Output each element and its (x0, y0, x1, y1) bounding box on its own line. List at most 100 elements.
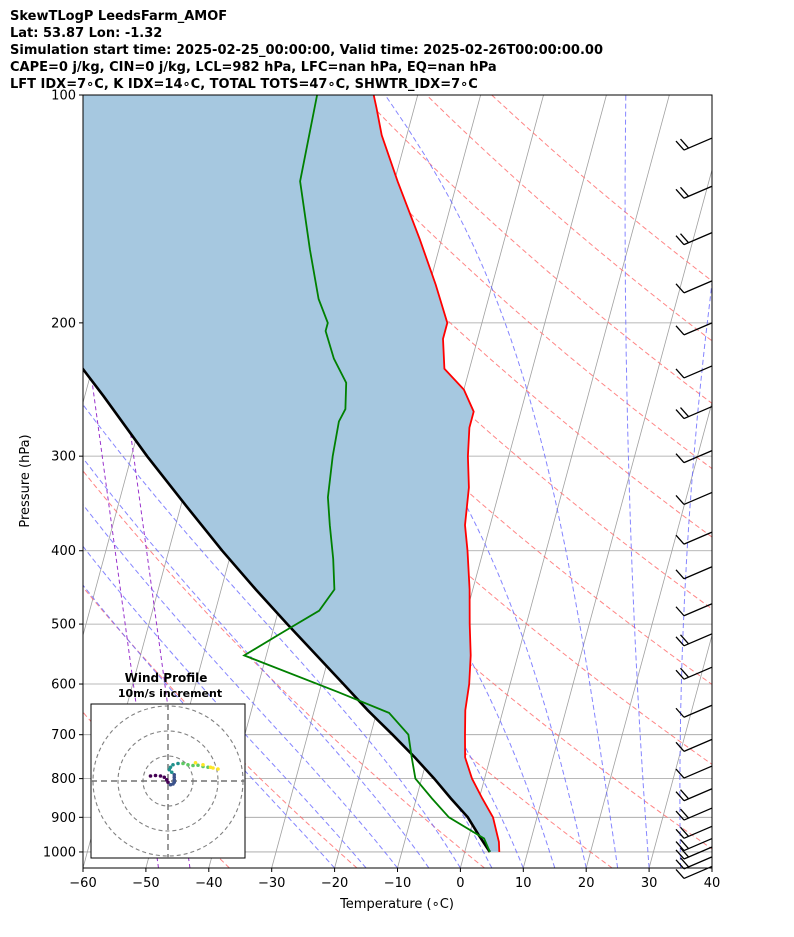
y-tick-label: 900 (51, 811, 76, 826)
y-tick-label: 700 (51, 728, 76, 743)
hodograph-point (186, 762, 190, 767)
wind-barb-flag (675, 768, 685, 779)
wind-barb-staff (683, 566, 713, 580)
wind-barb-flag (675, 868, 685, 879)
wind-barb-staff (683, 405, 713, 420)
location-line: Lat: 53.87 Lon: -1.32 (10, 26, 163, 41)
chart-header: SkewTLogP LeedsFarm_AMOF Lat: 53.87 Lon:… (10, 8, 603, 93)
moist-adiabat (679, 279, 712, 868)
moist-adiabat (711, 851, 712, 868)
wind-barb-staff (683, 280, 713, 294)
hodograph-point (176, 761, 180, 766)
wind-barb-staff (683, 322, 713, 336)
x-tick-label: 10 (515, 876, 532, 891)
wind-barbs (675, 137, 713, 880)
wind-barb-flag (680, 186, 689, 197)
y-tick-label: 100 (51, 89, 76, 104)
y-axis-label: Pressure (hPa) (18, 434, 33, 527)
isotherm-line (711, 866, 712, 868)
dry-adiabat (426, 95, 712, 342)
wind-barb-staff (683, 738, 713, 752)
y-tick-label: 200 (51, 316, 76, 331)
wind-barb-flag (675, 791, 685, 802)
wind-barb-flag (680, 847, 689, 858)
wind-barb-staff (683, 807, 713, 821)
stability-line: CAPE=0 j/kg, CIN=0 j/kg, LCL=982 hPa, LF… (10, 60, 497, 75)
hodograph-point (169, 770, 174, 775)
wind-barb-staff (683, 531, 713, 545)
wind-barb-staff (683, 137, 713, 151)
hodograph-ring (117, 730, 219, 832)
wind-barb-flag (675, 325, 685, 336)
isotherm-line (460, 95, 670, 868)
moist-adiabat (83, 457, 430, 868)
wind-barb-staff (683, 633, 713, 647)
isotherm-line (522, 168, 712, 868)
y-tick-label: 500 (51, 618, 76, 633)
hodograph-point (168, 765, 173, 770)
hodograph-point (162, 775, 167, 780)
wind-barb-staff (683, 185, 713, 199)
x-tick-label: −30 (258, 876, 285, 891)
wind-barb-flag (675, 828, 685, 839)
y-tick-label: 400 (51, 544, 76, 559)
wind-barb-staff (683, 825, 713, 839)
isotherm-line (585, 401, 712, 868)
wind-barb-flag (675, 741, 685, 752)
temperature-line (372, 95, 501, 853)
wind-barb-flag (675, 534, 685, 545)
x-tick-label: −50 (132, 876, 159, 891)
hodograph-point (172, 777, 177, 782)
wind-barb-staff (683, 450, 713, 464)
dry-adiabat (491, 95, 712, 282)
x-tick-label: −20 (321, 876, 348, 891)
profile-lines (83, 95, 501, 853)
time-line: Simulation start time: 2025-02-25_00:00:… (10, 43, 603, 58)
hodograph-point (171, 762, 175, 767)
x-tick-label: 40 (704, 876, 721, 891)
wind-barb-flag (675, 140, 685, 151)
hodograph-point (153, 773, 158, 778)
wind-barb-flag (675, 849, 685, 860)
hodograph-point (166, 780, 170, 785)
x-axis-label: Temperature (∘C) (339, 897, 454, 912)
y-tick-label: 800 (51, 772, 76, 787)
wind-barb-flag (680, 407, 689, 418)
cape-fill-region (83, 95, 500, 852)
hodograph-point (158, 774, 163, 778)
hodograph-inset: Wind Profile 10m/s increment (90, 671, 246, 859)
moist-adiabat (83, 503, 398, 868)
y-tick-label: 600 (51, 678, 76, 693)
wind-barb-flag (675, 409, 685, 420)
wind-barb-flag (680, 634, 689, 645)
wind-barb-flag (675, 636, 685, 647)
x-tick-label: −60 (69, 876, 96, 891)
wind-barb-staff (683, 837, 713, 852)
dry-adiabat (100, 95, 712, 686)
cin-shaded-area (83, 95, 500, 852)
wind-barb-flag (680, 808, 689, 819)
hodograph-title: Wind Profile (125, 671, 208, 685)
indices-line: LFT IDX=7∘C, K IDX=14∘C, TOTAL TOTS=47∘C… (10, 77, 478, 92)
y-tick-label: 1000 (43, 845, 76, 860)
wind-barb-flag (675, 669, 685, 680)
hodograph-subtitle: 10m/s increment (118, 687, 222, 700)
wind-barb-flag (675, 368, 685, 379)
wind-barb-flag (675, 707, 685, 718)
x-tick-label: 0 (456, 876, 464, 891)
wind-barb-staff (683, 788, 713, 802)
moist-adiabat (83, 403, 461, 868)
wind-barb-staff (683, 765, 713, 779)
hodograph-point (172, 780, 177, 785)
hodograph-point (172, 772, 177, 777)
wind-barb-staff (683, 856, 713, 870)
hodograph-point (208, 765, 213, 770)
wind-barb-flag (675, 495, 685, 505)
wind-barb-staff (683, 704, 713, 718)
wind-barb-flag (675, 606, 685, 617)
y-tick-label: 300 (51, 450, 76, 465)
moist-adiabat (83, 545, 367, 868)
moist-adiabat (624, 95, 650, 868)
wind-barb-flag (680, 789, 689, 800)
